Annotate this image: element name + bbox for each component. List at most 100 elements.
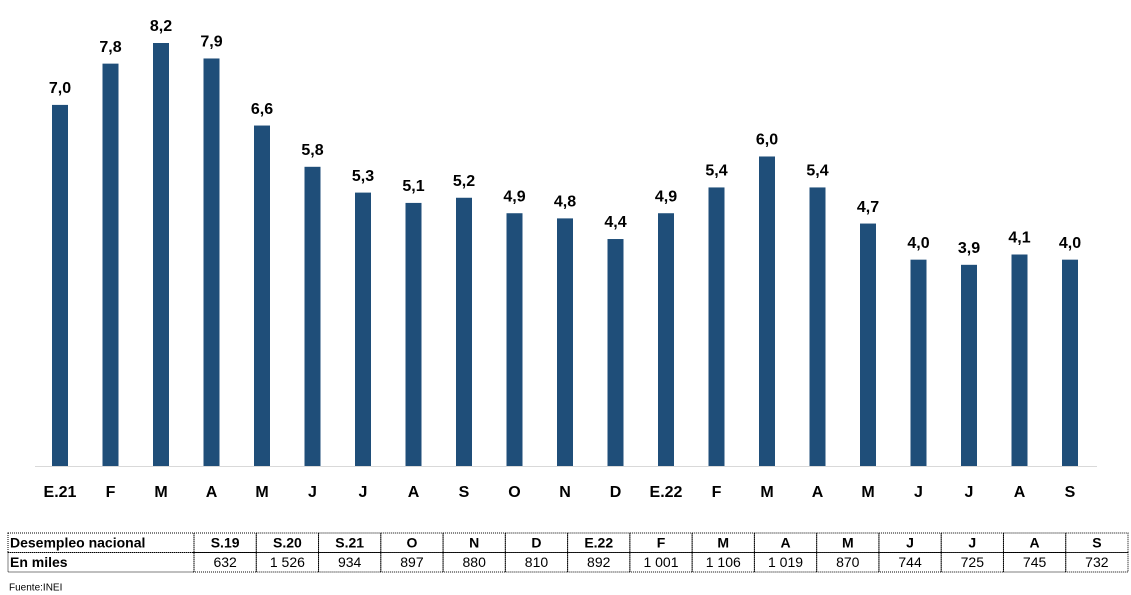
table-cell — [442, 552, 506, 573]
table-cell — [1002, 552, 1067, 573]
table-text: S.19 — [211, 534, 240, 550]
table-text: 934 — [338, 554, 362, 570]
bar — [52, 104, 68, 466]
bar — [102, 63, 119, 466]
table-cell — [629, 532, 693, 553]
value-label: 5,3 — [352, 168, 374, 185]
table-text: D — [531, 534, 541, 550]
table-text: 745 — [1023, 554, 1047, 570]
table-cell — [255, 532, 320, 553]
table-text: J — [968, 534, 976, 550]
bar — [910, 259, 927, 466]
x-tick-label: S — [459, 484, 470, 501]
bar — [557, 218, 573, 466]
value-label: 4,0 — [907, 235, 929, 252]
bar — [961, 264, 977, 466]
value-label: 5,8 — [301, 142, 323, 159]
value-label: 6,0 — [756, 132, 778, 149]
x-tick-label: A — [812, 484, 824, 501]
value-label: 4,9 — [503, 188, 525, 205]
table-cell — [7, 552, 195, 573]
table-text: 732 — [1085, 554, 1109, 570]
bar — [153, 43, 169, 466]
table-text: 897 — [400, 554, 424, 570]
x-tick-label: J — [914, 484, 923, 501]
value-label: 4,9 — [655, 188, 677, 205]
table-text: 1 019 — [768, 554, 803, 570]
table-cell — [1065, 552, 1129, 573]
table-cell — [629, 552, 693, 573]
table-text: 725 — [961, 554, 985, 570]
x-tick-label: J — [308, 484, 317, 501]
value-label: 5,4 — [806, 163, 828, 180]
table-cell — [816, 532, 880, 553]
bar — [860, 223, 876, 466]
table-cell — [318, 552, 382, 573]
x-tick-label: F — [712, 484, 722, 501]
bar — [1062, 259, 1078, 466]
x-tick-label: A — [206, 484, 218, 501]
table-cell — [753, 532, 818, 553]
table-text: N — [469, 534, 479, 550]
bar — [658, 213, 674, 466]
bar — [1011, 254, 1028, 466]
bar — [405, 202, 422, 467]
table-text: M — [717, 534, 729, 550]
table-text: F — [657, 534, 666, 550]
table-text: 632 — [213, 554, 237, 570]
value-label: 7,9 — [200, 34, 222, 51]
table-cell — [193, 552, 257, 573]
table-text: O — [406, 534, 417, 550]
bar — [708, 187, 725, 466]
bar — [203, 58, 220, 466]
value-label: 4,4 — [604, 214, 626, 231]
table-cell — [255, 552, 320, 573]
x-tick-label: F — [106, 484, 116, 501]
table-cell — [940, 552, 1004, 573]
table-text: S — [1092, 534, 1101, 550]
table-cell — [380, 552, 444, 573]
x-tick-label: S — [1065, 484, 1076, 501]
bar — [254, 125, 270, 466]
bar — [304, 166, 321, 466]
table-text: M — [842, 534, 854, 550]
table-text: 1 526 — [270, 554, 305, 570]
value-label: 4,8 — [554, 194, 576, 211]
table-cell — [1002, 532, 1067, 553]
table-cell — [193, 532, 257, 553]
table-text: 880 — [463, 554, 487, 570]
table-cell — [816, 552, 880, 573]
bar — [506, 213, 523, 466]
value-label: 7,8 — [99, 39, 121, 56]
table-text: 1 001 — [643, 554, 678, 570]
x-tick-label: M — [760, 484, 773, 501]
value-label: 5,1 — [402, 178, 424, 195]
value-label: 5,4 — [705, 163, 727, 180]
table-cell — [442, 532, 506, 553]
table-text: S.21 — [335, 534, 364, 550]
table-text: J — [906, 534, 914, 550]
x-tick-label: M — [154, 484, 167, 501]
x-tick-label: O — [508, 484, 520, 501]
bar — [809, 187, 826, 466]
table-cell — [940, 532, 1004, 553]
bar — [759, 156, 775, 467]
table-cell — [753, 552, 818, 573]
source: Fuente:INEI — [9, 583, 62, 594]
table-text: Desempleo nacional — [10, 534, 145, 550]
x-tick-label: A — [408, 484, 420, 501]
value-label: 3,9 — [958, 240, 980, 257]
table-cell — [504, 532, 569, 553]
x-tick-label: J — [965, 484, 974, 501]
table-text: 744 — [898, 554, 922, 570]
x-tick-label: N — [559, 484, 571, 501]
table-text: 870 — [836, 554, 860, 570]
table-text: En miles — [10, 554, 68, 570]
bar — [355, 192, 371, 466]
table-cell — [567, 552, 631, 573]
value-label: 4,7 — [857, 199, 879, 216]
value-label: 4,0 — [1059, 235, 1081, 252]
bar — [607, 239, 624, 466]
table-text: 1 106 — [706, 554, 741, 570]
